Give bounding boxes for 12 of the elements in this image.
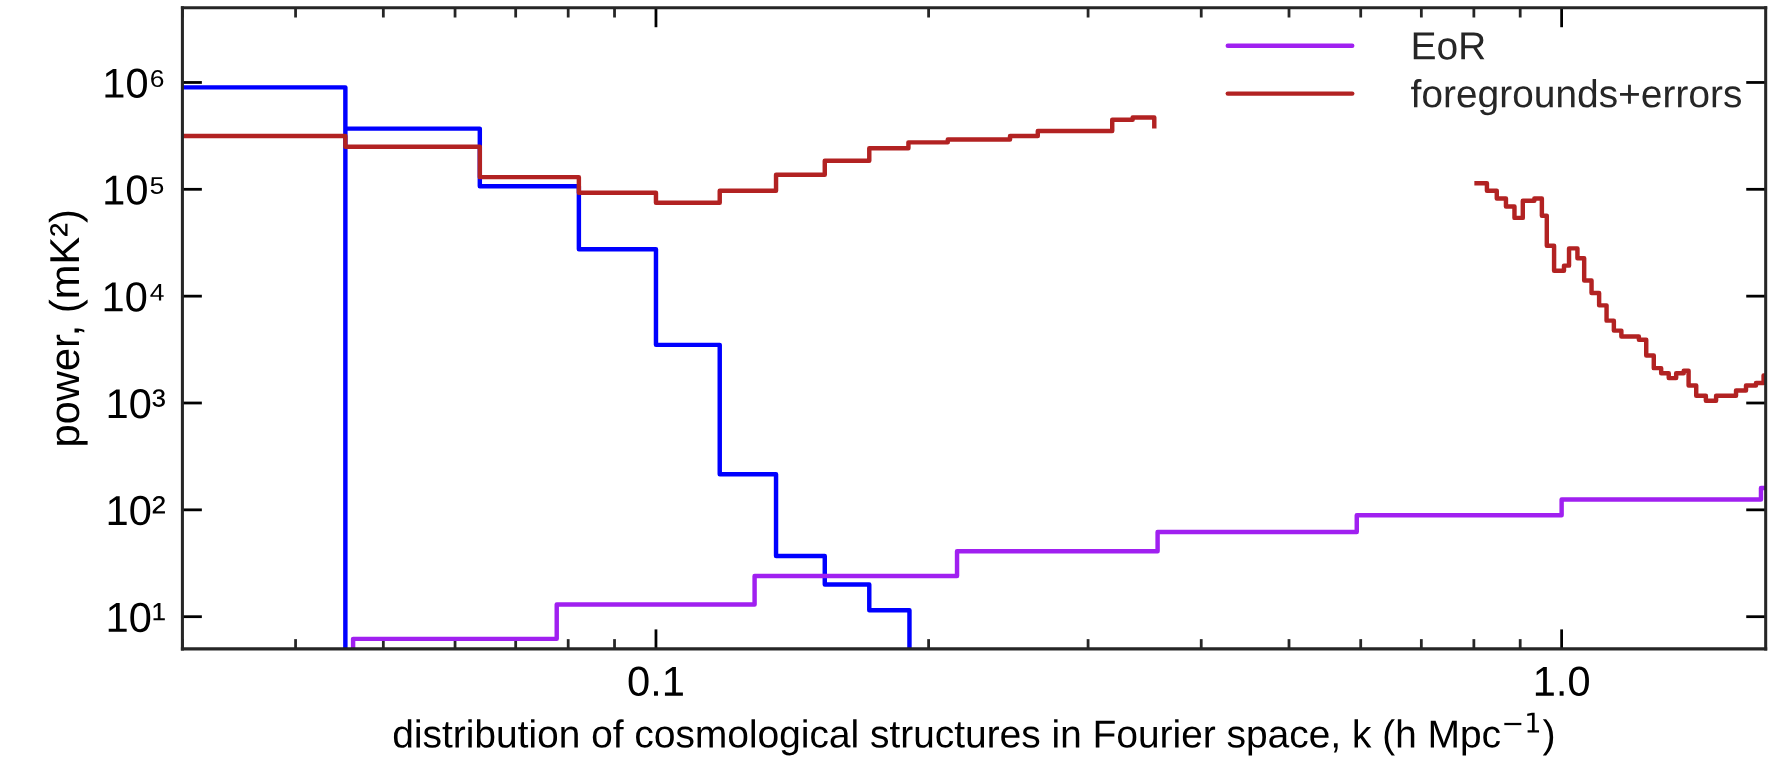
y-tick-label: 10⁴: [104, 282, 164, 312]
y-axis-title: power, (mK²): [48, 211, 88, 445]
x-tick-label: 0.1: [628, 666, 683, 697]
y-tick-label: 10²: [108, 495, 165, 526]
y-tick-label: 10⁶: [105, 68, 164, 98]
y-tick-label: 10³: [108, 389, 165, 419]
x-axis-title: distribution of cosmological structures in Fourier space, k (h Mpc$^{−1}$): [393, 712, 1554, 756]
x-tick-label: 1.0: [1535, 666, 1589, 697]
y-tick-label: 10⁵: [105, 175, 164, 205]
y-tick-label: 10¹: [108, 602, 165, 633]
legend-label: EoR: [1413, 32, 1485, 60]
legend-label: foregrounds+errors: [1411, 79, 1741, 116]
